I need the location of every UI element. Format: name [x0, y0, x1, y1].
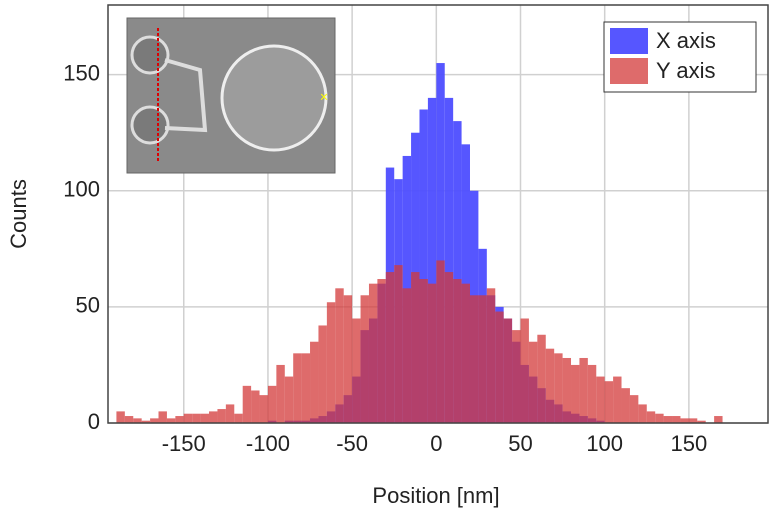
histogram-bar: [284, 376, 294, 423]
histogram-bar: [688, 418, 698, 423]
histogram-bar: [495, 311, 504, 423]
histogram-bar: [461, 283, 470, 423]
histogram-bar: [613, 376, 622, 423]
histogram-bar: [394, 265, 403, 423]
histogram-bar: [714, 416, 723, 423]
histogram-bar: [326, 302, 336, 423]
histogram-bar: [528, 341, 538, 423]
histogram-bar: [209, 411, 218, 423]
histogram-bar: [141, 420, 151, 423]
legend-swatch: [610, 28, 648, 54]
histogram-bar: [225, 404, 235, 423]
histogram-bar: [377, 279, 386, 423]
histogram-bar: [192, 413, 201, 423]
histogram-bar: [596, 376, 605, 423]
histogram-bar: [604, 381, 614, 423]
histogram-bar: [537, 334, 546, 423]
histogram-bar: [242, 385, 252, 423]
histogram-bar: [503, 318, 513, 423]
histogram-bar: [368, 283, 378, 423]
histogram-bar: [680, 418, 689, 423]
y-axis-label: Counts: [6, 179, 31, 249]
histogram-bar: [360, 295, 369, 423]
x-tick-label: -150: [162, 431, 206, 456]
histogram-bar: [301, 353, 311, 423]
histogram-bar: [234, 413, 243, 423]
histogram-bar: [436, 260, 445, 423]
histogram-bar: [629, 395, 639, 423]
histogram-bar: [158, 411, 167, 423]
histogram-bar: [175, 416, 184, 423]
histogram-bar: [554, 353, 563, 423]
plot-frame: [107, 4, 769, 424]
legend-label: X axis: [656, 28, 716, 53]
x-tick-label: 100: [586, 431, 623, 456]
histogram-bar: [453, 279, 462, 423]
inset-image: ×: [126, 17, 336, 174]
histogram-bar: [419, 279, 428, 423]
legend: X axis Y axis: [603, 21, 757, 93]
histogram-bar: [512, 330, 521, 423]
histogram-bar: [444, 272, 454, 423]
histogram-bar: [453, 121, 462, 423]
y-tick-label: 50: [76, 293, 100, 318]
histogram-bar: [402, 288, 412, 423]
histogram-bar: [646, 411, 656, 423]
svg-text:×: ×: [320, 89, 328, 105]
histogram-bar: [352, 318, 361, 423]
histogram-bar: [436, 63, 445, 424]
histogram-bar: [335, 288, 344, 423]
histogram-bar: [385, 272, 395, 423]
histogram-bar: [267, 385, 277, 423]
histogram-bar: [520, 318, 529, 423]
histogram-bar: [562, 357, 572, 423]
histogram-bar: [427, 283, 437, 423]
x-tick-label: 50: [508, 431, 532, 456]
histogram-bar: [200, 413, 210, 423]
histogram-bar: [621, 388, 630, 423]
legend-swatch: [610, 58, 648, 84]
histogram-bar: [310, 341, 319, 423]
histogram-bar: [486, 288, 496, 423]
histogram-bar: [419, 109, 428, 423]
histogram-bar: [655, 413, 664, 423]
histogram-bar: [251, 390, 260, 423]
y-tick-label: 100: [63, 177, 100, 202]
histogram-bar: [469, 295, 479, 423]
histogram-bar: [663, 416, 673, 423]
histogram-bar: [166, 418, 176, 423]
histogram-bar: [116, 411, 125, 423]
histogram-bar: [478, 295, 487, 423]
histogram-bar: [293, 353, 302, 423]
y-tick-label: 0: [88, 409, 100, 434]
histogram-bar: [343, 295, 353, 423]
histogram-bar: [638, 404, 647, 423]
histogram-bar: [318, 325, 327, 423]
histogram-bar: [411, 272, 420, 423]
histogram-bar: [697, 420, 706, 423]
histogram-bar: [150, 418, 159, 423]
histogram-bar: [259, 395, 268, 423]
histogram-bar: [444, 97, 454, 423]
histogram-bar: [587, 364, 597, 423]
legend-label: Y axis: [656, 58, 716, 83]
x-tick-label: -100: [246, 431, 290, 456]
histogram-bar: [183, 413, 193, 423]
x-tick-label: 0: [430, 431, 442, 456]
histogram-bar: [672, 416, 681, 423]
histogram-bar: [133, 418, 142, 423]
histogram-bar: [427, 97, 437, 423]
x-tick-label: 150: [671, 431, 708, 456]
histogram-bar: [579, 357, 588, 423]
histogram-bar: [217, 409, 226, 423]
histogram-bar: [545, 348, 555, 423]
histogram-bar: [276, 364, 285, 423]
histogram-bar: [124, 416, 134, 423]
x-tick-label: -50: [336, 431, 368, 456]
y-tick-label: 150: [63, 60, 100, 85]
histogram-bar: [571, 364, 580, 423]
x-axis-label: Position [nm]: [372, 483, 499, 508]
